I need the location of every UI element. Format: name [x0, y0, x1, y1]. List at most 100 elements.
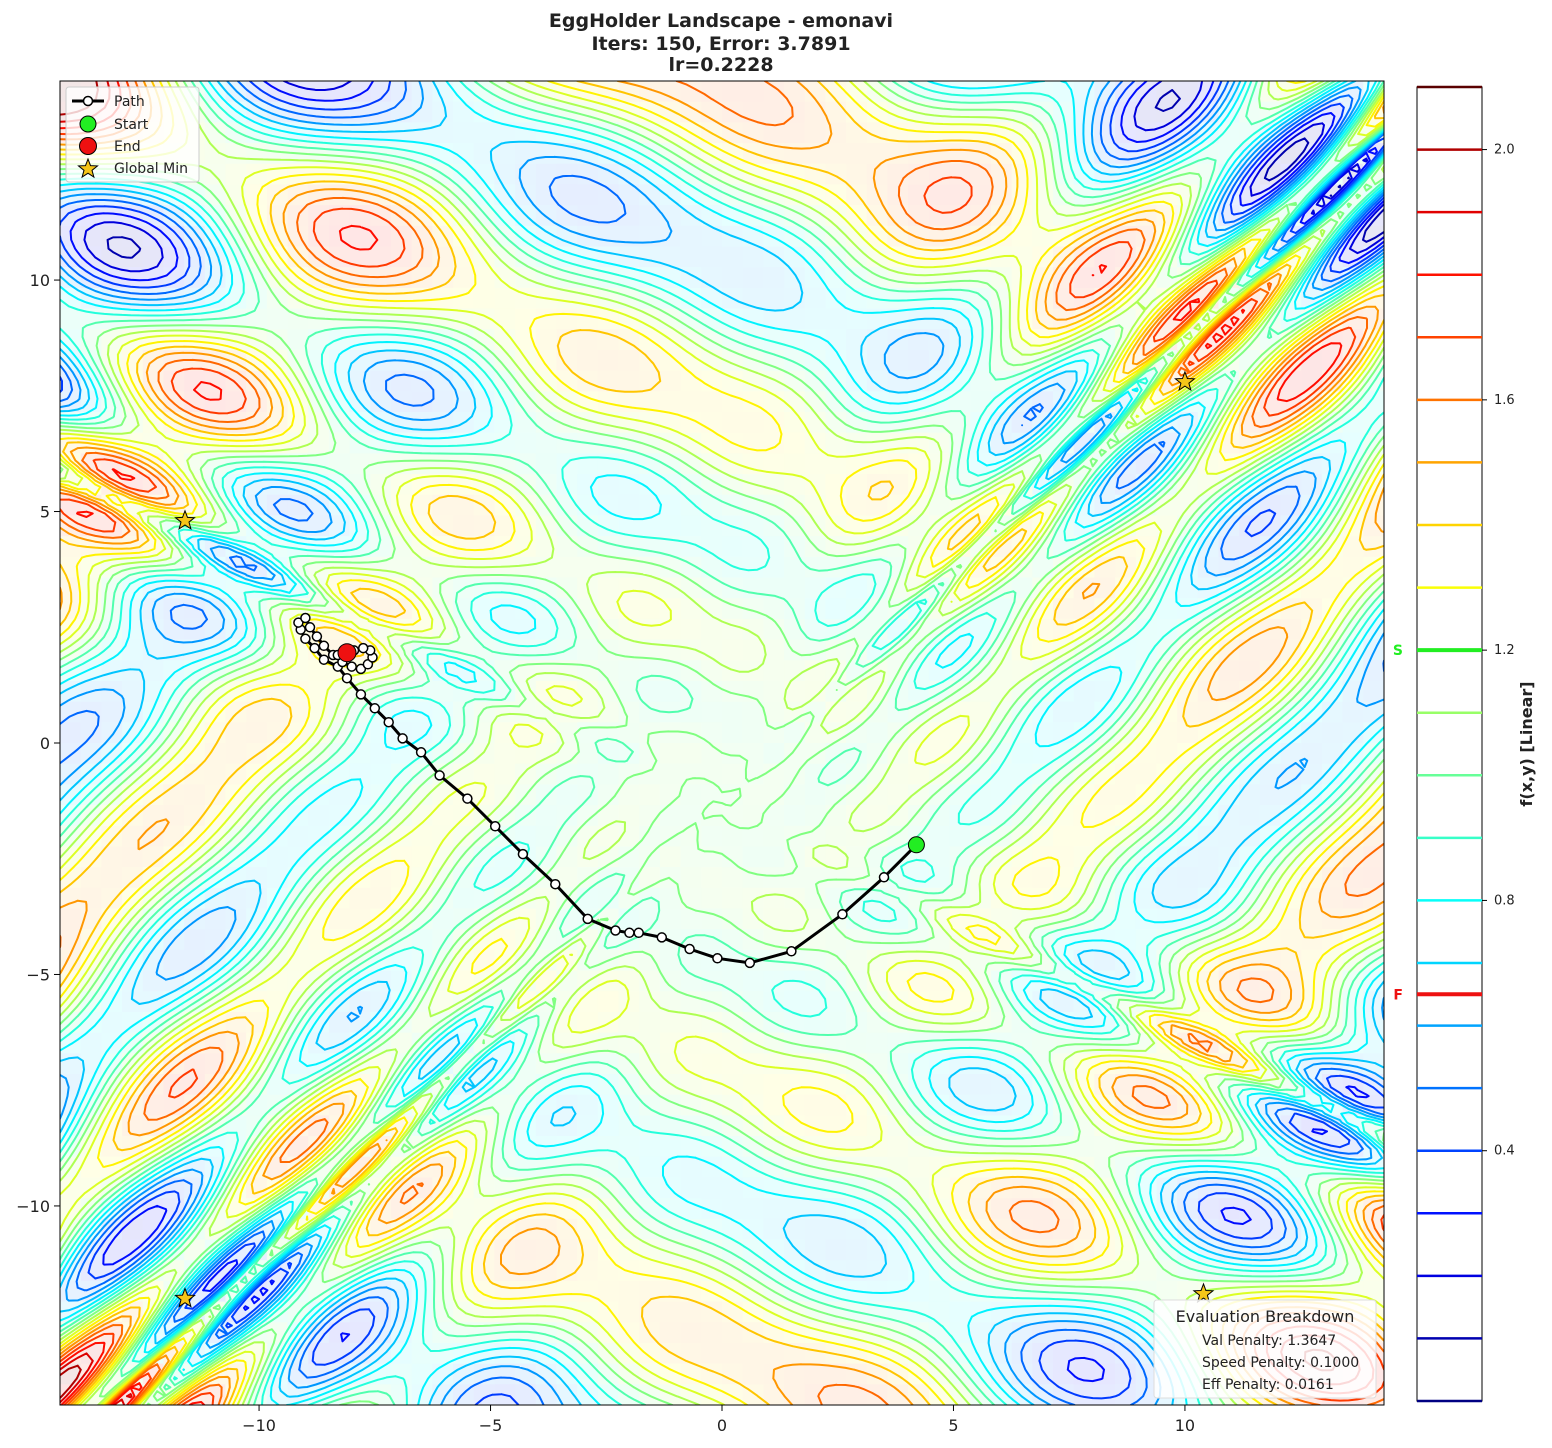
landscape-cell [122, 640, 143, 661]
landscape-cell [391, 1343, 412, 1364]
landscape-cell [60, 909, 81, 930]
landscape-cell [350, 81, 371, 102]
landscape-cell [246, 867, 267, 888]
landscape-cell [205, 164, 226, 185]
landscape-cell [122, 1095, 143, 1116]
landscape-cell [308, 102, 329, 123]
chart-title-line-1: EggHolder Landscape - emonavi [549, 10, 893, 32]
landscape-cell [81, 888, 102, 909]
landscape-cell [163, 433, 184, 454]
landscape-cell [267, 495, 288, 516]
landscape-cell [81, 867, 102, 888]
landscape-cell [101, 826, 122, 847]
landscape-cell [163, 784, 184, 805]
landscape-cell [246, 143, 267, 164]
landscape-cell [308, 805, 329, 826]
landscape-cell [267, 846, 288, 867]
landscape-cell [226, 764, 247, 785]
landscape-cell [143, 826, 164, 847]
landscape-cell [163, 950, 184, 971]
landscape-cell [308, 122, 329, 143]
landscape-cell [184, 826, 205, 847]
landscape-cell [288, 288, 309, 309]
landscape-cell [329, 102, 350, 123]
landscape-cell [412, 453, 433, 474]
landscape-cell [288, 660, 309, 681]
landscape-cell [122, 1012, 143, 1033]
landscape-cell [143, 205, 164, 226]
landscape-cell [205, 453, 226, 474]
landscape-cell [205, 1095, 226, 1116]
landscape-cell [391, 1302, 412, 1323]
landscape-cell [143, 1198, 164, 1219]
landscape-cell [226, 1074, 247, 1095]
landscape-cell [308, 702, 329, 723]
landscape-cell [329, 536, 350, 557]
landscape-cell [267, 619, 288, 640]
landscape-cell [122, 681, 143, 702]
landscape-cell [412, 309, 433, 330]
landscape-cell [226, 371, 247, 392]
landscape-cell [267, 805, 288, 826]
landscape-cell [101, 702, 122, 723]
landscape-cell [205, 1033, 226, 1054]
landscape-cell [226, 722, 247, 743]
landscape-cell [246, 826, 267, 847]
landscape-cell [412, 784, 433, 805]
chart-title-line-2: Iters: 150, Error: 3.7891 [591, 33, 850, 55]
landscape-cell [391, 971, 412, 992]
landscape-cell [101, 888, 122, 909]
landscape-cell [391, 846, 412, 867]
landscape-cell [391, 371, 412, 392]
landscape-cell [329, 1033, 350, 1054]
landscape-cell [205, 764, 226, 785]
landscape-cell [412, 764, 433, 785]
landscape-cell [184, 598, 205, 619]
landscape-cell [163, 660, 184, 681]
landscape-cell [226, 1012, 247, 1033]
landscape-cell [370, 764, 391, 785]
landscape-cell [370, 329, 391, 350]
landscape-cell [288, 784, 309, 805]
landscape-cell [412, 122, 433, 143]
landscape-cell [60, 205, 81, 226]
landscape-cell [267, 702, 288, 723]
landscape-cell [288, 1136, 309, 1157]
landscape-cell [60, 1281, 81, 1302]
landscape-cell [143, 660, 164, 681]
landscape-cell [163, 805, 184, 826]
landscape-cell [122, 805, 143, 826]
landscape-cell [60, 1177, 81, 1198]
chart-title-line-3: lr=0.2228 [668, 54, 773, 76]
landscape-cell [81, 743, 102, 764]
landscape-cell [143, 971, 164, 992]
landscape-cell [122, 350, 143, 371]
landscape-cell [163, 826, 184, 847]
landscape-cell [308, 826, 329, 847]
landscape-cell [391, 495, 412, 516]
landscape-cell [184, 1240, 205, 1261]
landscape-cell [184, 764, 205, 785]
landscape-cell [412, 433, 433, 454]
landscape-cell [350, 164, 371, 185]
landscape-cell [122, 826, 143, 847]
landscape-cell [226, 888, 247, 909]
landscape-cell [308, 515, 329, 536]
landscape-cell [329, 743, 350, 764]
landscape-cell [101, 1136, 122, 1157]
landscape-cell [412, 722, 433, 743]
landscape-cell [329, 288, 350, 309]
landscape-cell [329, 598, 350, 619]
landscape-cell [267, 950, 288, 971]
landscape-cell [246, 722, 267, 743]
landscape-cell [122, 1219, 143, 1240]
landscape-cell [350, 909, 371, 930]
landscape-cell [184, 743, 205, 764]
landscape-cell [184, 619, 205, 640]
landscape-cell [163, 247, 184, 268]
landscape-cell [101, 247, 122, 268]
landscape-cell [143, 702, 164, 723]
plot-area [60, 81, 1385, 1406]
landscape-cell [143, 1053, 164, 1074]
landscape-cell [391, 309, 412, 330]
